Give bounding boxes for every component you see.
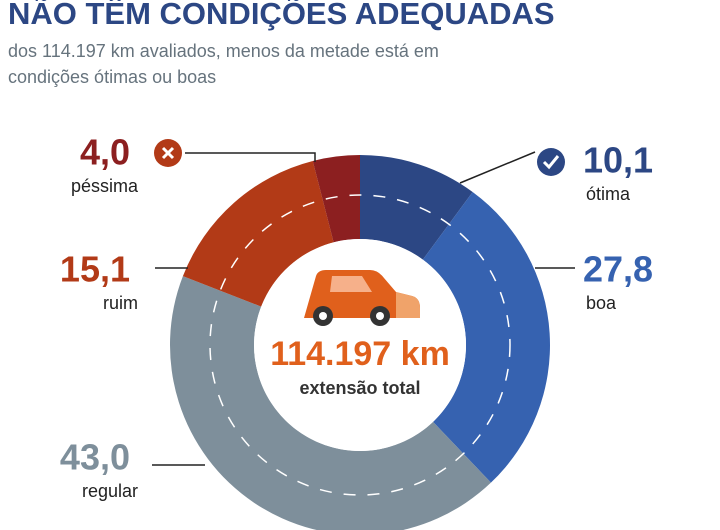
subtitle: condições ótimas ou boas — [8, 67, 216, 87]
donut-segment — [312, 155, 360, 243]
category-label: boa — [586, 293, 617, 313]
donut-segment — [170, 276, 491, 530]
donut-segment — [360, 155, 473, 260]
donut-segment — [182, 160, 334, 307]
leader-line — [459, 151, 536, 184]
value-label: 43,0 — [60, 437, 130, 478]
category-label: ruim — [103, 293, 138, 313]
center-sublabel: extensão total — [299, 378, 420, 398]
value-label: 10,1 — [583, 140, 653, 181]
center-disc — [254, 239, 466, 451]
value-label: 4,0 — [80, 132, 130, 173]
road-dashes — [209, 194, 511, 496]
check-icon — [537, 148, 565, 176]
leader-line — [185, 152, 316, 162]
subtitle: dos 114.197 km avaliados, menos da metad… — [8, 41, 439, 61]
category-label: ótima — [586, 184, 631, 204]
donut-segment — [422, 191, 551, 483]
value-label: 15,1 — [60, 249, 130, 290]
chart-title: NÃO TÊM CONDIÇÕES ADEQUADAS — [8, 0, 555, 31]
cross-icon — [154, 139, 182, 167]
car-icon — [304, 270, 420, 326]
category-label: péssima — [71, 176, 139, 196]
value-label: 27,8 — [583, 249, 653, 290]
center-label: 114.197 km — [270, 335, 450, 373]
category-label: regular — [82, 481, 138, 501]
donut — [170, 155, 551, 530]
